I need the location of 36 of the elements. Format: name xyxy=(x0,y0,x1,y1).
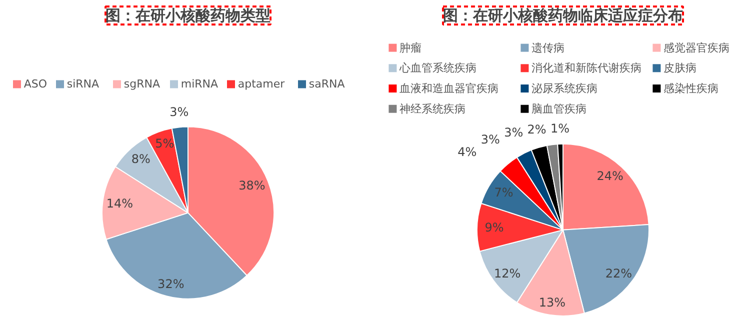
chart-title: 图：在研小核酸药物类型 xyxy=(106,6,270,24)
legend-label: 神经系统疾病 xyxy=(400,102,466,116)
legend-label: ASO xyxy=(24,78,48,91)
legend-label: saRNA xyxy=(308,78,346,91)
legend-label: aptamer xyxy=(238,78,286,91)
legend-label: 心血管系统疾病 xyxy=(398,62,477,75)
legend-label: 皮肤病 xyxy=(664,62,697,75)
legend-label: 脑血管疾病 xyxy=(532,102,587,116)
legend-label: 感染性疾病 xyxy=(664,82,719,95)
data-label: 8% xyxy=(131,152,150,166)
legend-label: 血液和造血器官疾病 xyxy=(400,82,499,95)
data-label: 32% xyxy=(158,277,184,292)
data-label: 7% xyxy=(494,185,514,200)
legend-label: sgRNA xyxy=(124,78,160,91)
legend-label: 泌尿系统疾病 xyxy=(532,82,598,95)
data-label: 22% xyxy=(605,266,632,280)
data-label: 14% xyxy=(106,196,134,211)
data-label: 13% xyxy=(538,296,566,310)
legend-label: siRNA xyxy=(66,78,100,91)
data-label: 9% xyxy=(484,220,504,235)
data-label: 3% xyxy=(170,104,189,119)
data-label: 1% xyxy=(550,122,570,136)
legend-label: 消化道和新陈代谢疾病 xyxy=(532,62,642,75)
data-label: 3% xyxy=(480,132,500,147)
chart-title: 图：在研小核酸药物临床适应症分布 xyxy=(443,6,683,24)
data-label: 3% xyxy=(504,126,524,140)
data-label: 4% xyxy=(458,144,477,159)
legend-label: miRNA xyxy=(180,78,219,91)
data-label: 5% xyxy=(155,136,174,150)
data-label: 2% xyxy=(527,122,546,136)
data-label: 38% xyxy=(238,178,266,193)
legend-label: 肿瘤 xyxy=(400,41,422,54)
data-label: 12% xyxy=(494,266,521,280)
legend-label: 遗传病 xyxy=(532,41,565,54)
legend-label: 感觉器官疾病 xyxy=(664,41,730,54)
data-label: 24% xyxy=(596,169,624,184)
